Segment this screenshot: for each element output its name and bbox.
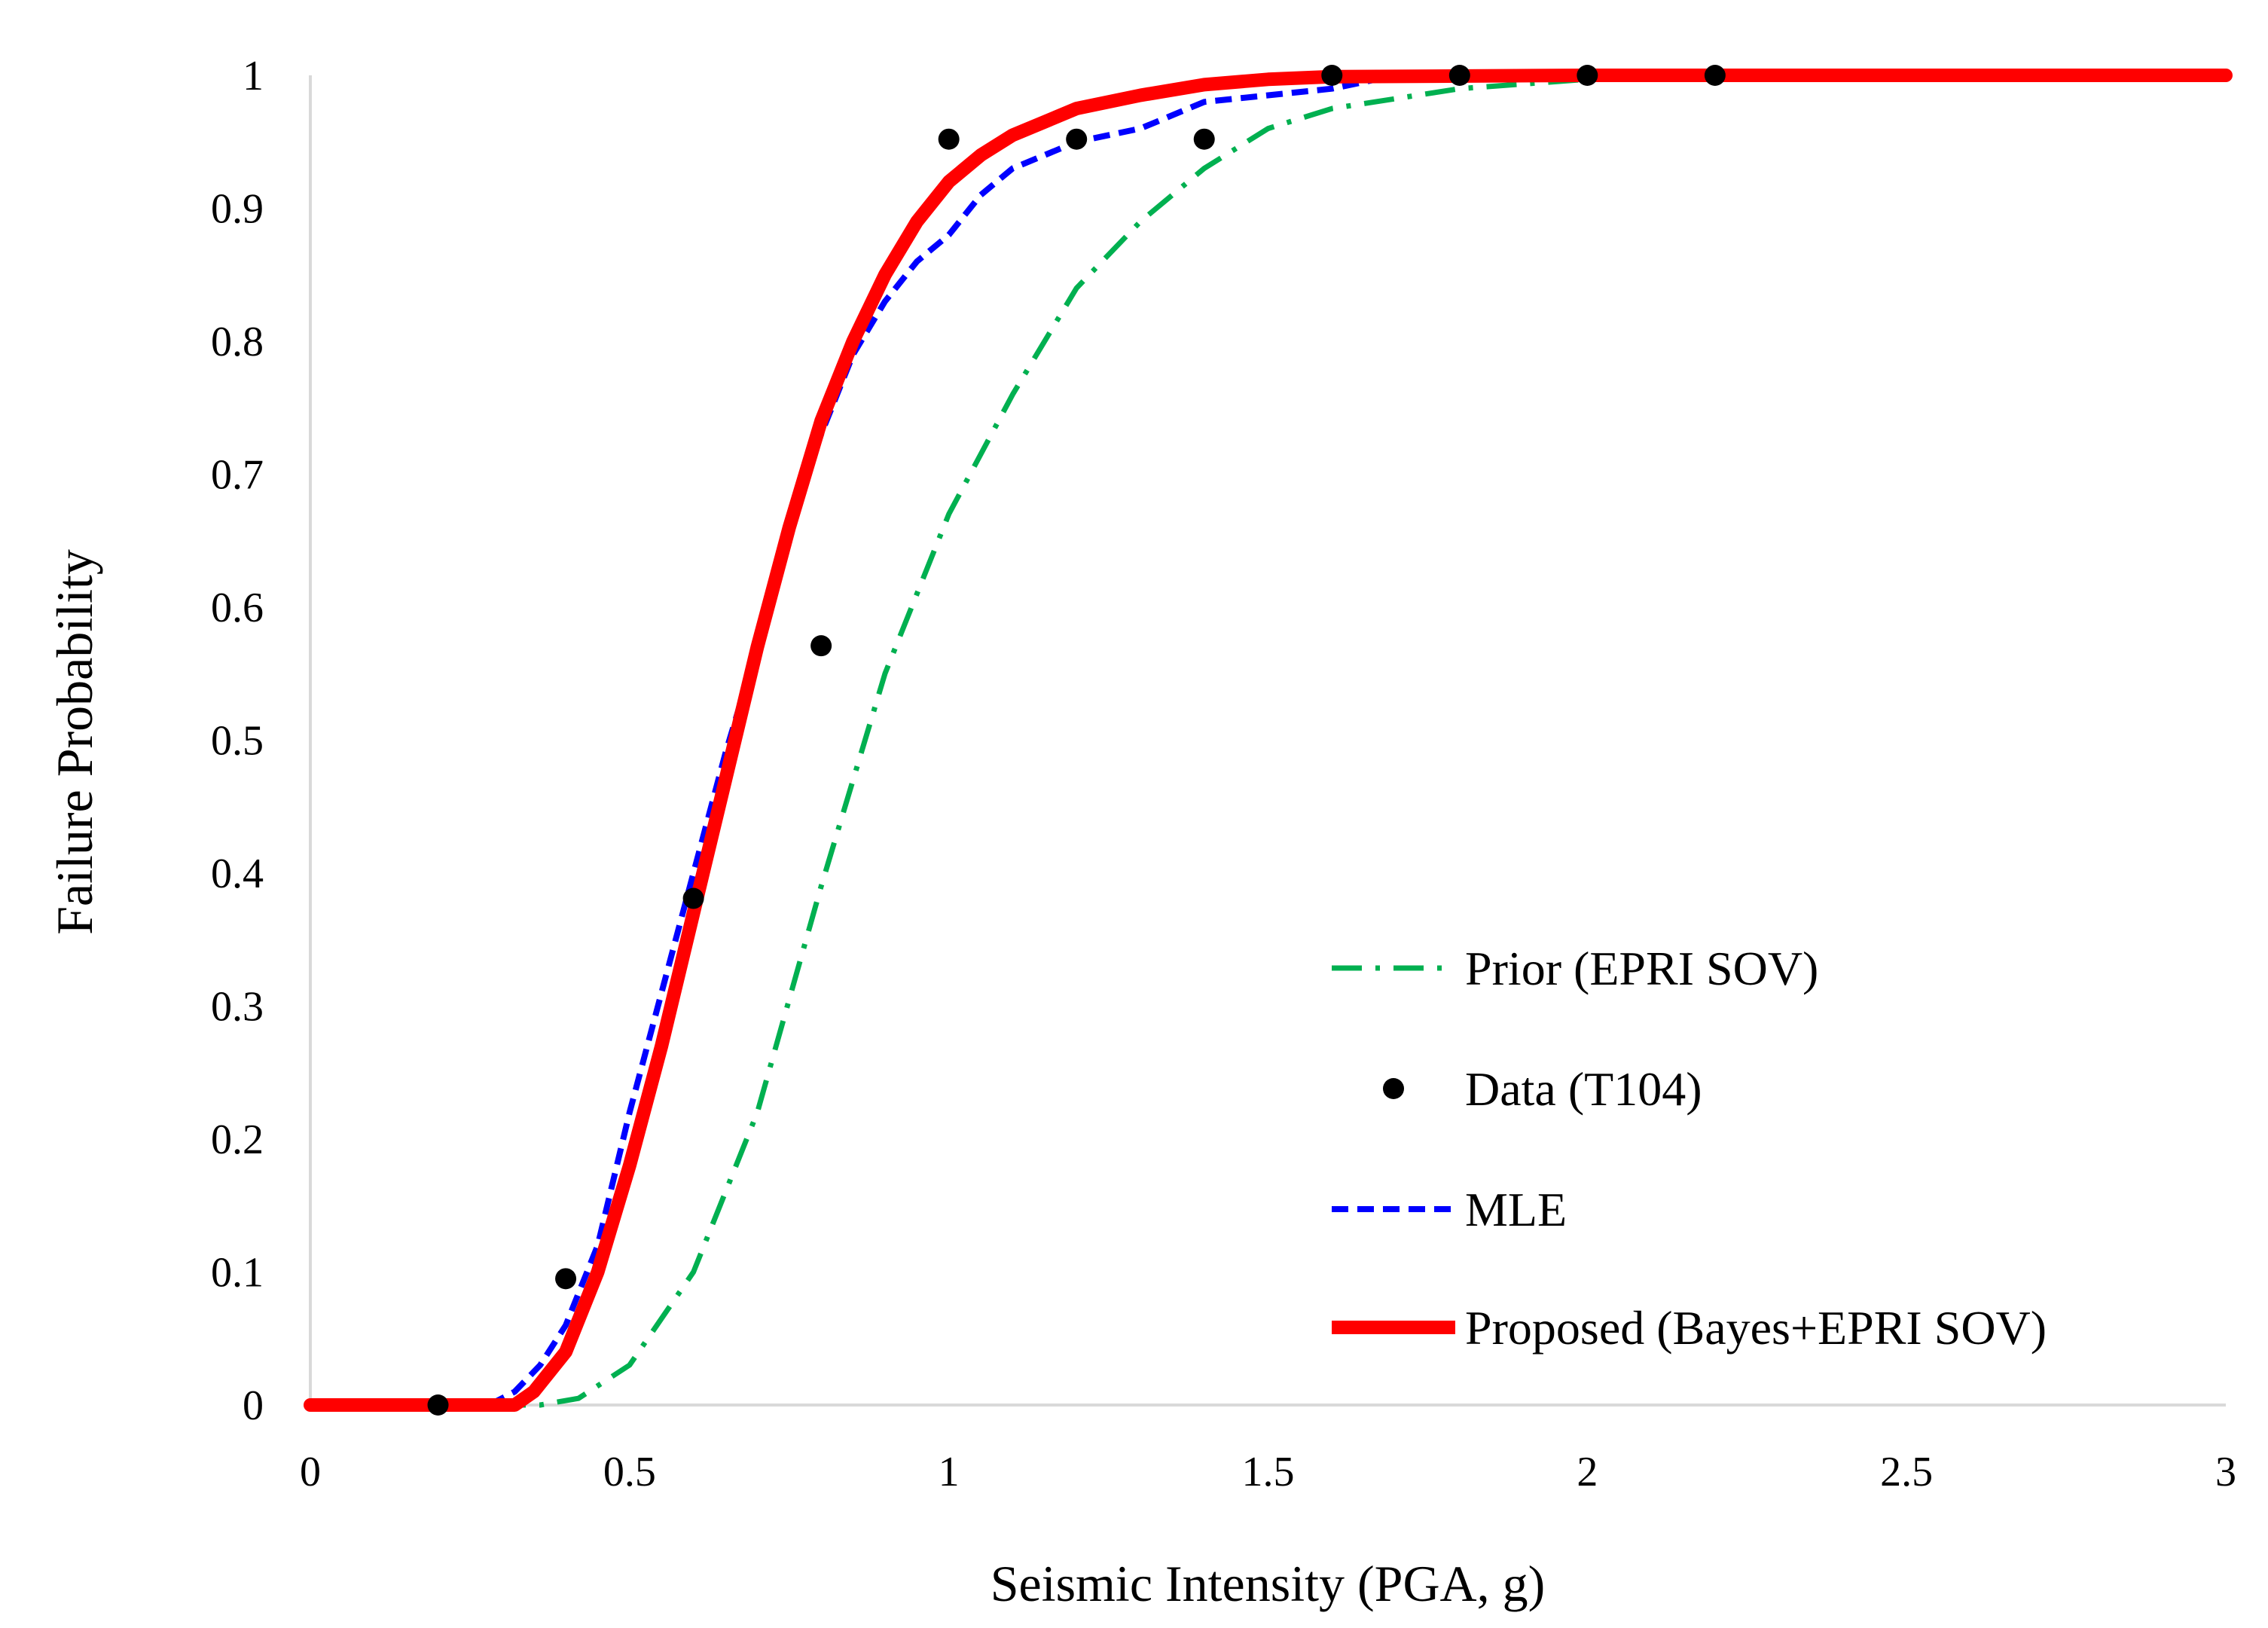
y-tick-labels: 0 0.1 0.2 0.3 0.4 0.5 0.6 0.7 0.8 0.9 1 [211,53,264,1429]
plot-area [309,75,2226,1407]
data-point [682,887,704,909]
data-point [1321,65,1343,86]
legend-label: Data (T104) [1465,1062,1702,1116]
data-point [810,635,832,657]
y-tick-label: 0.8 [211,319,264,365]
x-tick-label: 1 [939,1449,960,1495]
legend: Prior (EPRI SOV) Data (T104) MLE Proposed (… [1332,942,2047,1355]
y-tick-label: 0.9 [211,186,264,233]
data-point [1066,128,1088,150]
legend-label: Proposed (Bayes+EPRI SOV) [1465,1301,2047,1355]
data-points [427,65,1726,1416]
data-point [427,1394,449,1416]
y-tick-label: 0.2 [211,1116,264,1163]
x-tick-label: 1.5 [1242,1449,1295,1495]
data-point [1704,65,1726,86]
data-point [1448,65,1470,86]
x-tick-labels: 0 0.5 1 1.5 2 2.5 3 [300,1449,2236,1495]
data-point [938,128,960,150]
x-tick-label: 3 [2215,1449,2236,1495]
legend-label: MLE [1465,1183,1567,1236]
data-point [1577,65,1598,86]
x-tick-label: 2.5 [1880,1449,1933,1495]
mle-line [310,72,2226,1408]
legend-label: Prior (EPRI SOV) [1465,942,1818,995]
legend-item-mle: MLE [1332,1183,1567,1236]
y-tick-label: 0.3 [211,984,264,1031]
series-layer [304,69,2233,1412]
x-tick-label: 0.5 [603,1449,656,1495]
proposed-bayes-epri-sov-line [304,69,2233,1412]
y-tick-label: 1 [243,53,264,99]
x-axis-title: Seismic Intensity (PGA, g) [991,1555,1546,1612]
y-tick-label: 0.1 [211,1250,264,1297]
x-tick-label: 0 [300,1449,321,1495]
legend-item-proposed-bayes-epri-sov: Proposed (Bayes+EPRI SOV) [1332,1301,2047,1355]
legend-marker [1383,1078,1404,1099]
prior-epri-sov-line [310,72,2226,1408]
data-point [555,1268,577,1290]
legend-item-data-t104: Data (T104) [1383,1062,1702,1116]
data-point [1193,128,1215,150]
y-tick-label: 0.5 [211,718,264,765]
x-tick-label: 2 [1577,1449,1598,1495]
y-tick-label: 0.7 [211,452,264,499]
y-tick-label: 0.4 [211,851,264,897]
legend-item-prior-epri-sov: Prior (EPRI SOV) [1332,942,1818,995]
y-tick-label: 0.6 [211,585,264,631]
y-tick-label: 0 [243,1382,264,1429]
y-axis-title: Failure Probability [46,549,103,935]
